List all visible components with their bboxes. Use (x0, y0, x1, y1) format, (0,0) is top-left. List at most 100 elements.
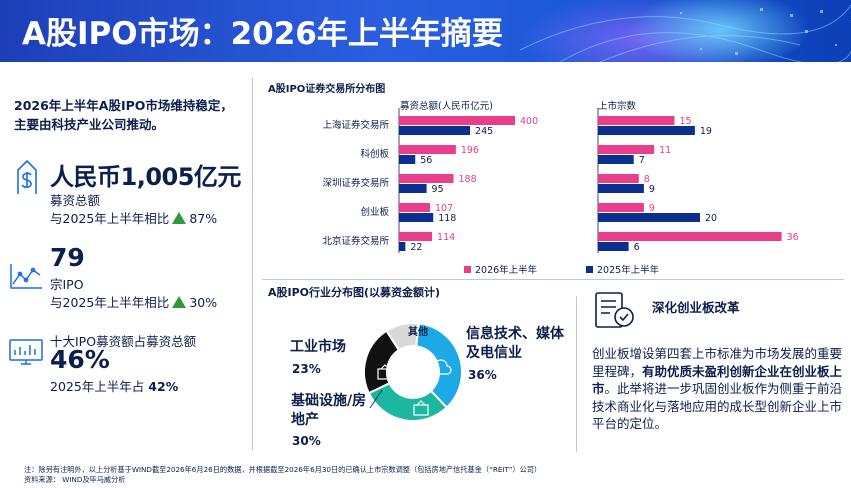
bar-2026 (598, 174, 639, 183)
bar-2025 (399, 213, 434, 222)
kpi-count-label: 宗IPO (50, 277, 84, 292)
kpi-amount-label: 募资总额 (50, 193, 101, 208)
pie-label-infra: 基础设施/房地产 (291, 393, 367, 428)
bar-value-label: 15 (680, 116, 692, 127)
bar-2026 (598, 203, 644, 212)
bar-2025 (399, 126, 471, 135)
reform-text-a: 创业板增设第四套上市标准为市场发展的重要里程碑， (592, 346, 843, 379)
legend-swatch-2025 (586, 266, 593, 273)
pie-pct-tech: 36% (468, 368, 497, 382)
banner-decoration (519, 0, 851, 62)
bar-2026 (399, 174, 454, 183)
pie-slice-other (385, 322, 420, 352)
category-label: 科创板 (360, 148, 389, 160)
bar-2026 (598, 116, 675, 125)
kpi-amount-compare-text: 与2025年上半年相比 (50, 211, 170, 226)
bar-2026 (598, 232, 782, 241)
reform-text-b: 有助优质未盈利创新企业在创业板上市 (592, 363, 843, 397)
bar-2025 (399, 184, 427, 193)
bar-value-label: 400 (520, 116, 538, 127)
column-divider (252, 78, 253, 450)
bar-value-label: 196 (461, 145, 479, 156)
kpi-top10-compare-text: 2025年上半年占 (50, 379, 149, 394)
category-label: 创业板 (360, 206, 389, 218)
legend-item-2026: 2026年上半年 (464, 262, 537, 276)
currency-icon (17, 159, 37, 194)
pie-slice-tech (415, 322, 463, 409)
kpi-amount-value: 人民币1,005亿元 (50, 163, 241, 191)
bar-value-label: 19 (700, 126, 712, 137)
up-arrow-icon (172, 296, 187, 308)
bar-value-label: 95 (432, 184, 444, 195)
factory-icon (377, 364, 393, 380)
bar-value-label: 22 (410, 242, 422, 253)
reform-text-c: 。此举将进一步巩固创业板作为侧重于前沿技术商业化与落地应用的成长型创新企业上市平… (592, 381, 843, 431)
legend-item-2025: 2025年上半年 (586, 262, 659, 276)
cloud-icon (430, 359, 452, 375)
bar-value-label: 6 (634, 242, 640, 253)
legend-label-2026: 2026年上半年 (475, 265, 538, 276)
section-divider (262, 279, 844, 280)
bar-value-label: 36 (787, 232, 799, 243)
pie-leader-line (369, 389, 383, 409)
bar-value-label: 8 (644, 174, 650, 185)
kpi-top10-value: 46% (50, 345, 110, 374)
kpi-count-value: 79 (50, 243, 85, 272)
header-banner: A股IPO市场：2026年上半年摘要 (0, 0, 851, 62)
bar-panel-amount-title: 募资总额(人民币亿元) (400, 101, 493, 112)
pie-label-other: 其他 (408, 325, 428, 338)
bar-panel-count-title: 上市宗数 (598, 101, 637, 112)
bar-2025 (598, 213, 700, 222)
industry-pie-chart: 其他 (363, 322, 463, 422)
bar-value-label: 107 (435, 203, 453, 214)
monitor-chart-icon (9, 339, 43, 365)
bar-2025 (598, 126, 695, 135)
line-chart-icon (10, 264, 42, 289)
bar-2025 (598, 242, 629, 251)
bar-chart-title: A股IPO证券交易所分布图 (268, 84, 386, 95)
kpi-top10-label: 十大IPO募资额占募资总额 (50, 334, 197, 349)
bar-2026 (399, 116, 515, 125)
bar-2025 (399, 155, 416, 164)
bar-value-label: 188 (459, 174, 477, 185)
exchange-bar-chart: 上海证券交易所科创板深圳证券交易所创业板北京证券交易所4001961881071… (322, 108, 799, 253)
bar-value-label: 20 (705, 213, 717, 224)
pie-label-tech: 信息技术、媒体及电信业 (466, 325, 566, 363)
category-label: 北京证券交易所 (322, 235, 389, 247)
bar-2026 (399, 203, 431, 212)
house-icon (413, 400, 429, 416)
kpi-amount-compare: 与2025年上半年相比 87% (50, 208, 217, 227)
kpi-top10-compare-value: 42% (148, 379, 179, 394)
footer-source: 资料来源： WIND及毕马威分析 (24, 475, 126, 484)
kpi-amount-change: 87% (189, 211, 218, 226)
pie-pct-infra: 30% (292, 434, 321, 448)
footer-note: 注：除另有注明外，以上分析基于WIND截至2026年6月26日的数据，并根据截至… (24, 465, 542, 474)
bar-2026 (399, 145, 456, 154)
bar-value-label: 118 (438, 213, 456, 224)
bar-value-label: 245 (475, 126, 493, 137)
column-divider-2 (576, 296, 577, 452)
bar-2026 (598, 145, 655, 154)
bar-2025 (598, 184, 644, 193)
reform-body: 创业板增设第四套上市标准为市场发展的重要里程碑，有助优质未盈利创新企业在创业板上… (592, 345, 848, 433)
pie-label-tech-text: 信息技术、媒体及电信业 (466, 326, 564, 361)
kpi-count-change: 30% (189, 295, 218, 310)
pie-chart-title: A股IPO行业分布图(以募资金额计) (268, 286, 441, 299)
category-label: 上海证券交易所 (322, 119, 389, 131)
bar-value-label: 7 (639, 155, 645, 166)
legend-label-2025: 2025年上半年 (597, 265, 660, 276)
bar-2025 (399, 242, 406, 251)
bar-value-label: 11 (659, 145, 671, 156)
kpi-count-compare-text: 与2025年上半年相比 (50, 295, 170, 310)
kpi-count-compare: 与2025年上半年相比 30% (50, 292, 217, 311)
legend-swatch-2026 (464, 266, 471, 273)
kpi-top10-compare: 2025年上半年占 42% (50, 376, 178, 395)
reform-title: 深化创业板改革 (652, 300, 740, 315)
checklist-icon (595, 292, 634, 328)
pie-label-industrial: 工业市场 (290, 339, 346, 355)
bar-2025 (598, 155, 634, 164)
bar-value-label: 114 (437, 232, 455, 243)
bar-value-label: 9 (649, 203, 655, 214)
pie-pct-industrial: 23% (292, 362, 321, 376)
bar-value-label: 56 (420, 155, 432, 166)
